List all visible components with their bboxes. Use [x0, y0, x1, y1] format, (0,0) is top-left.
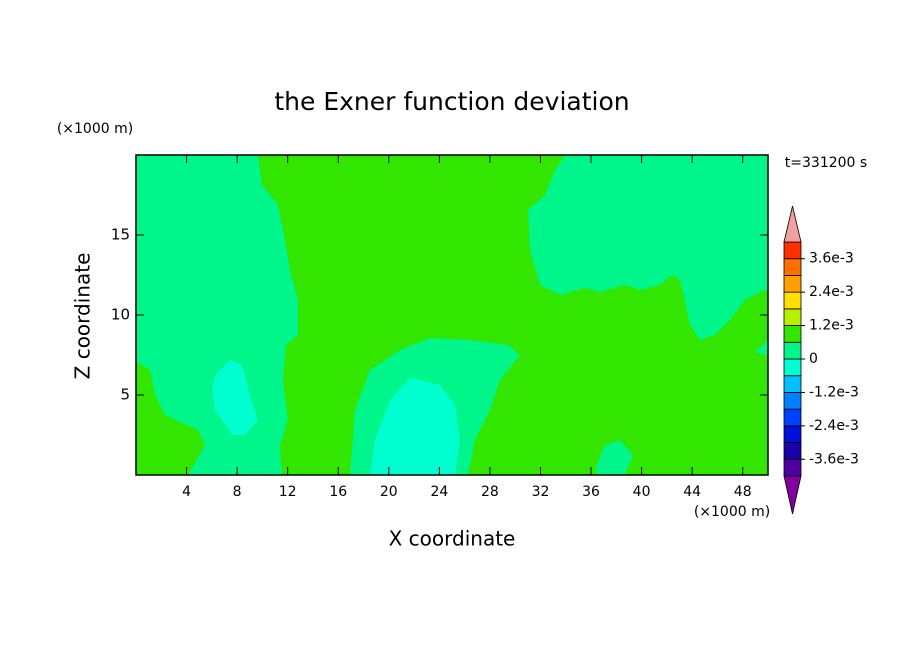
colorbar-tick-label: -3.6e-3	[809, 451, 859, 467]
x-tick-label: 16	[329, 484, 347, 500]
colorbar-box	[783, 325, 802, 343]
x-tick-label: 28	[481, 484, 499, 500]
colorbar-box	[783, 392, 802, 410]
colorbar-box	[783, 258, 802, 276]
colorbar-tick-label: 3.6e-3	[809, 251, 854, 267]
colorbar-box	[783, 458, 802, 477]
y-tick-label: 15	[111, 226, 130, 244]
y-unit: (×1000 m)	[57, 121, 133, 137]
colorbar-tick-label: -2.4e-3	[809, 418, 859, 434]
y-tick-label: 5	[120, 386, 130, 404]
colorbar-box	[783, 408, 802, 427]
contour-region	[370, 378, 460, 475]
colorbar-tick-label: 0	[809, 351, 818, 367]
colorbar-under	[783, 475, 802, 515]
x-tick-label: 48	[734, 484, 752, 500]
x-tick-label: 4	[182, 484, 191, 500]
x-tick-label: 36	[582, 484, 600, 500]
contour-region	[755, 340, 768, 356]
colorbar-tick-label: 1.2e-3	[809, 318, 854, 334]
x-tick-label: 44	[683, 484, 701, 500]
colorbar-box	[783, 241, 802, 260]
colorbar-box	[783, 275, 802, 293]
colorbar-box	[783, 375, 802, 393]
colorbar-box	[783, 341, 802, 360]
contour-field	[136, 155, 768, 475]
colorbar-tick-label: -1.2e-3	[809, 384, 859, 400]
x-tick-label: 24	[430, 484, 448, 500]
colorbar-tick-label: 2.4e-3	[809, 284, 854, 300]
contour-region	[528, 155, 768, 340]
x-axis-label: X coordinate	[389, 527, 516, 551]
x-tick-label: 12	[279, 484, 297, 500]
colorbar-box	[783, 358, 802, 377]
contour-region	[595, 440, 633, 475]
colorbar-box	[783, 308, 802, 326]
x-unit: (×1000 m)	[694, 504, 770, 520]
x-tick-label: 20	[380, 484, 398, 500]
contour-region	[136, 155, 298, 475]
chart-title: the Exner function deviation	[274, 87, 629, 116]
colorbar-box	[783, 442, 802, 460]
x-tick-label: 32	[532, 484, 550, 500]
x-tick-label: 8	[233, 484, 242, 500]
y-tick-label: 10	[111, 306, 130, 324]
time-label: t=331200 s	[785, 155, 867, 171]
colorbar-box	[783, 291, 802, 310]
colorbar-box	[783, 425, 802, 443]
y-axis-label: Z coordinate	[71, 253, 95, 380]
colorbar-over	[783, 205, 802, 243]
contour-region	[212, 360, 258, 435]
x-tick-label: 40	[633, 484, 651, 500]
